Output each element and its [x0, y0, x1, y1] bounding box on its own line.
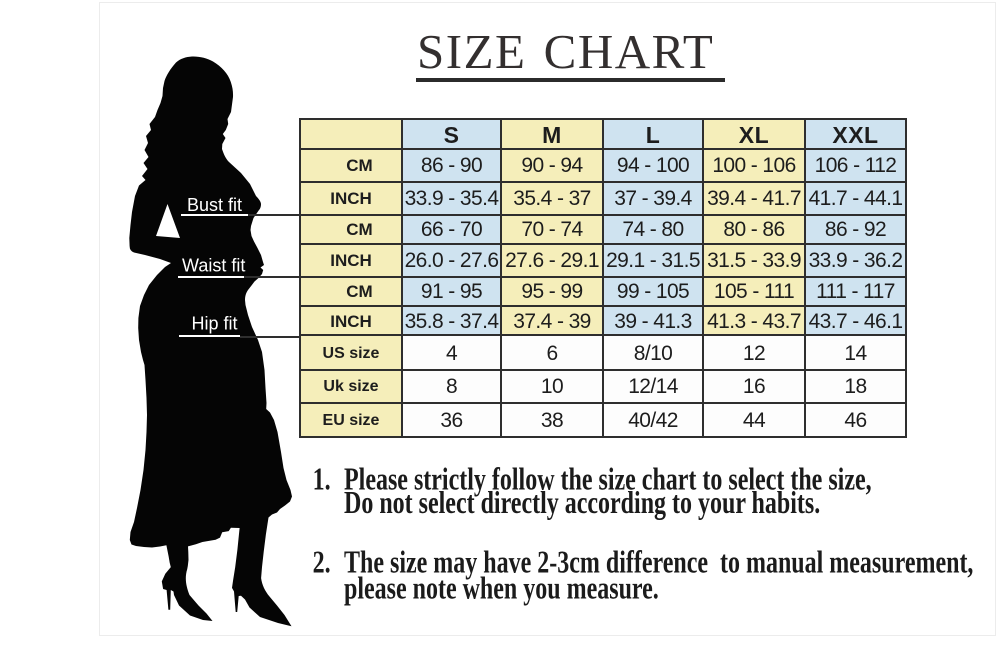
svg-text:Bust fit: Bust fit: [187, 195, 242, 215]
svg-text:please note when you measure.: please note when you measure.: [344, 571, 659, 606]
svg-text:2.: 2.: [313, 545, 331, 580]
svg-text:Hip fit: Hip fit: [192, 314, 238, 334]
svg-text:The size may have 2-3cm differ: The size may have 2-3cm difference to ma…: [344, 545, 973, 580]
svg-text:Waist fit: Waist fit: [182, 256, 245, 276]
svg-text:Please strictly follow the siz: Please strictly follow the size chart to…: [344, 462, 872, 497]
svg-text:1.: 1.: [313, 462, 331, 497]
svg-text:Do not select directly accordi: Do not select directly according to your…: [344, 486, 820, 521]
